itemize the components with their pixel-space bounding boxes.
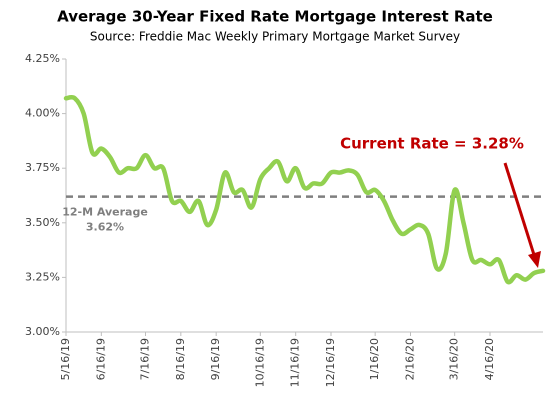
x-tick-label: 10/16/19 — [253, 338, 266, 387]
y-tick-label: 3.75% — [25, 161, 60, 174]
x-tick-label: 11/16/19 — [289, 338, 302, 387]
x-tick-label: 3/16/20 — [448, 338, 461, 380]
x-tick-label: 7/16/19 — [139, 338, 152, 380]
y-tick-label: 3.50% — [25, 216, 60, 229]
y-tick-label: 4.00% — [25, 107, 60, 120]
chart-title: Average 30-Year Fixed Rate Mortgage Inte… — [57, 8, 493, 26]
x-tick-label: 6/16/19 — [94, 338, 107, 380]
x-tick-label: 12/16/19 — [324, 338, 337, 387]
series-line — [63, 94, 546, 285]
x-tick-label: 8/16/19 — [174, 338, 187, 380]
x-tick-label: 5/16/19 — [59, 338, 72, 380]
reference-label: 12-M Average — [62, 206, 148, 219]
y-tick-label: 4.25% — [25, 52, 60, 65]
annotation: Current Rate = 3.28% — [340, 135, 524, 153]
chart-subtitle: Source: Freddie Mac Weekly Primary Mortg… — [90, 30, 460, 44]
x-tick-label: 2/16/20 — [404, 338, 417, 380]
y-tick-label: 3.00% — [25, 325, 60, 338]
annotation-arrow — [503, 162, 537, 259]
x-tick-label: 9/16/19 — [209, 338, 222, 380]
x-tick-label: 1/16/20 — [368, 338, 381, 380]
reference-value: 3.62% — [86, 221, 124, 234]
annotation-arrowhead — [528, 251, 541, 268]
y-tick-label: 3.25% — [25, 270, 60, 283]
x-tick-label: 4/16/20 — [483, 338, 496, 380]
